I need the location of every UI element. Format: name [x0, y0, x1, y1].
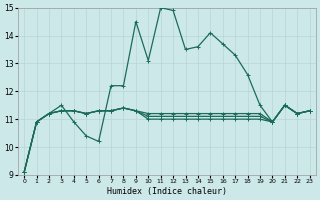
X-axis label: Humidex (Indice chaleur): Humidex (Indice chaleur) [107, 187, 227, 196]
